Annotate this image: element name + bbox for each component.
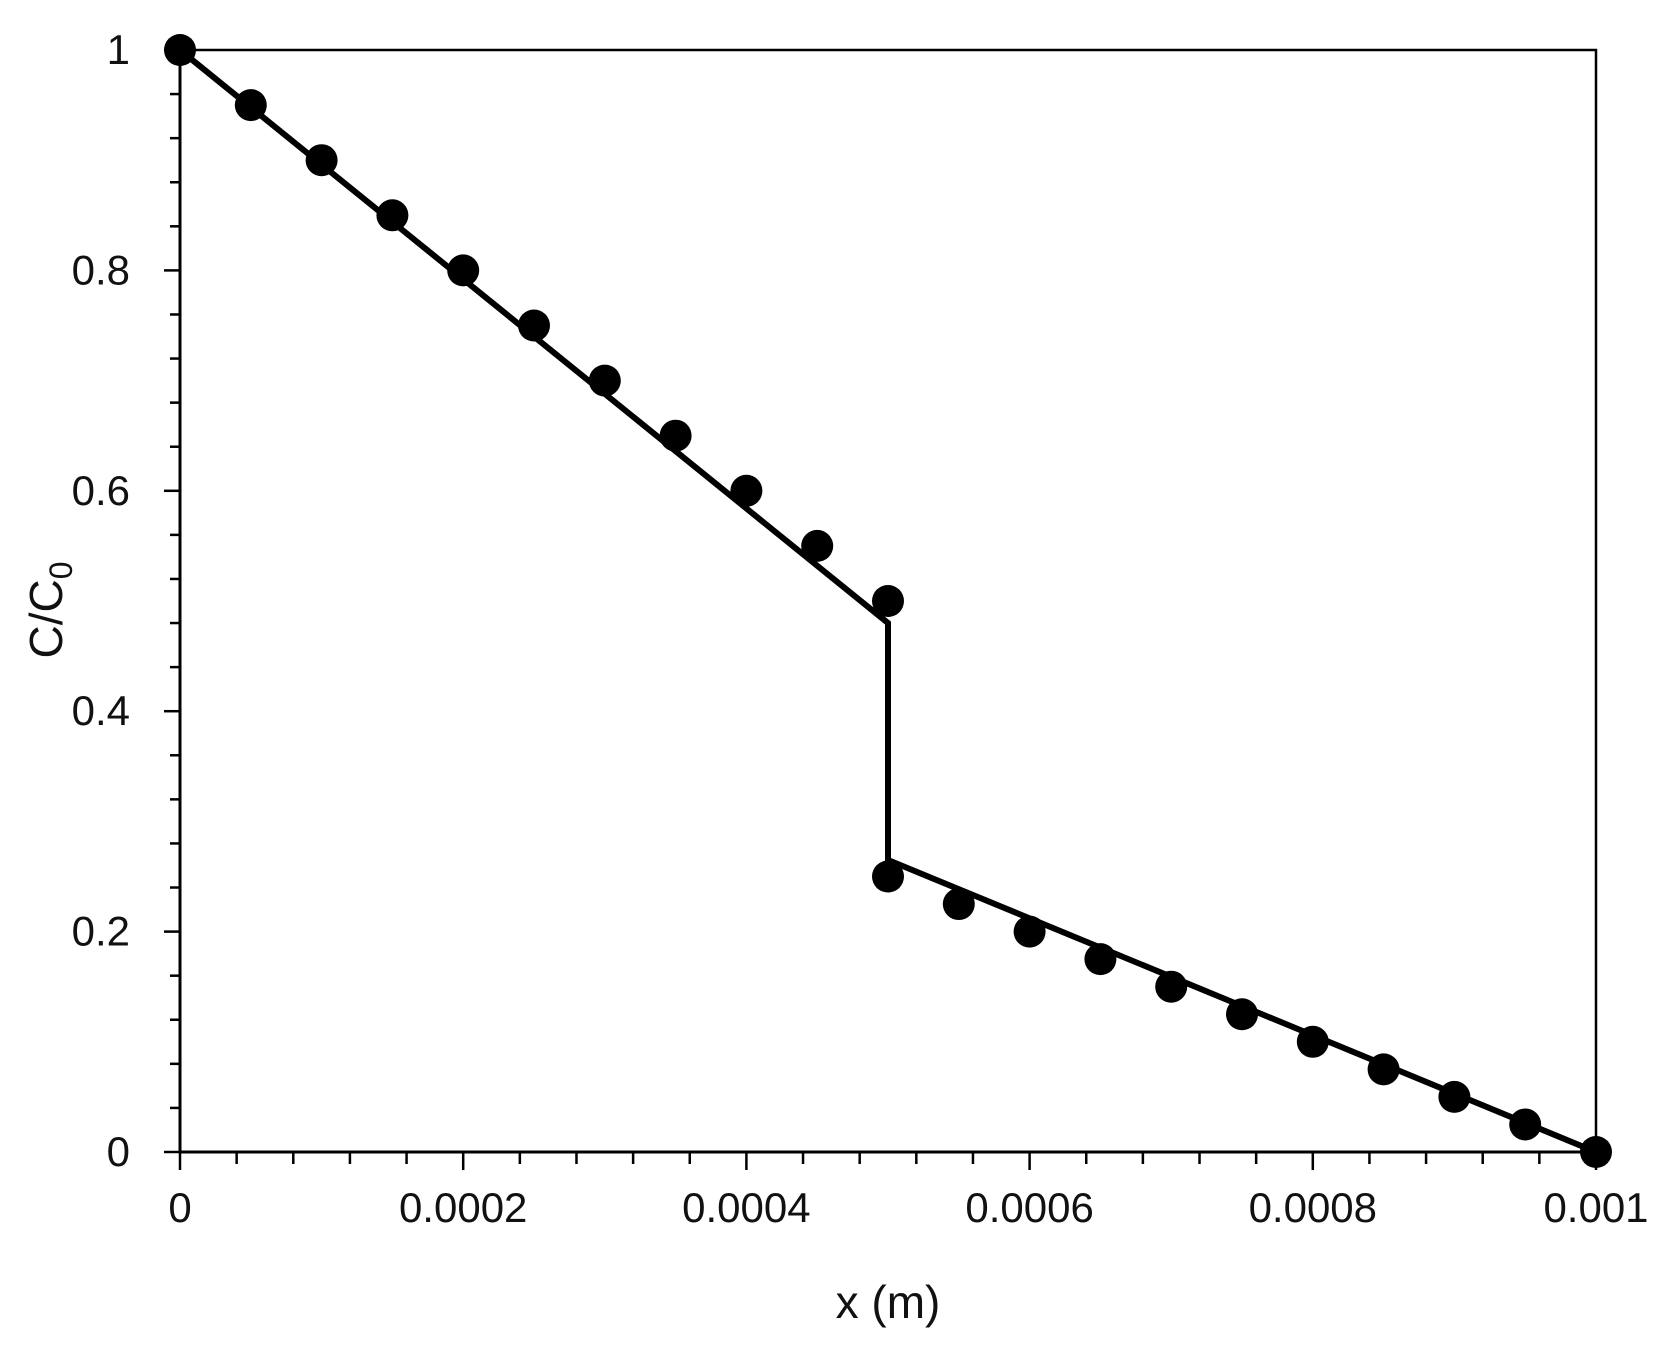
data-point [730, 474, 763, 507]
data-point [1580, 1136, 1612, 1168]
y-tick-label: 1 [107, 26, 130, 73]
y-tick-label: 0.6 [72, 467, 130, 514]
data-point [1367, 1053, 1400, 1086]
x-tick-label: 0 [168, 1184, 191, 1231]
data-point [234, 89, 267, 122]
y-axis-title-main: C/C [20, 579, 72, 658]
x-tick-label: 0.0004 [682, 1184, 810, 1231]
data-point [447, 254, 480, 287]
y-tick-label: 0.8 [72, 246, 130, 293]
data-point [1438, 1080, 1471, 1113]
x-tick-label: 0.0008 [1249, 1184, 1377, 1231]
data-point [1226, 998, 1258, 1031]
y-tick-label: 0.2 [72, 908, 130, 955]
series-layer [164, 34, 1612, 1168]
x-tick-label: 0.0002 [399, 1184, 527, 1231]
data-point [588, 364, 621, 397]
x-tick-label: 0.0006 [965, 1184, 1093, 1231]
y-axis-title-subscript: 0 [43, 561, 79, 579]
data-point [1084, 943, 1117, 976]
data-point [872, 860, 904, 893]
data-point [1509, 1108, 1542, 1141]
x-axis-title: x (m) [836, 1276, 941, 1328]
data-point [305, 144, 338, 177]
axes-layer [164, 48, 1598, 1170]
data-point [801, 529, 834, 562]
data-point [1296, 1025, 1329, 1058]
labels-layer: x (m) C/C0 0 0.0002 0.0004 0.0006 0.0008 0.00… [20, 26, 1649, 1328]
data-point [1155, 970, 1188, 1003]
y-tick-label: 0 [107, 1128, 130, 1175]
data-point [1013, 915, 1046, 948]
data-point [872, 585, 904, 617]
y-tick-label: 0.4 [72, 687, 130, 734]
data-point [164, 34, 196, 66]
data-point [659, 419, 692, 452]
y-axis-title: C/C0 [20, 561, 79, 658]
data-point [376, 199, 409, 232]
x-tick-label: 0.001 [1543, 1184, 1648, 1231]
data-point [518, 309, 550, 342]
data-point [942, 888, 975, 921]
